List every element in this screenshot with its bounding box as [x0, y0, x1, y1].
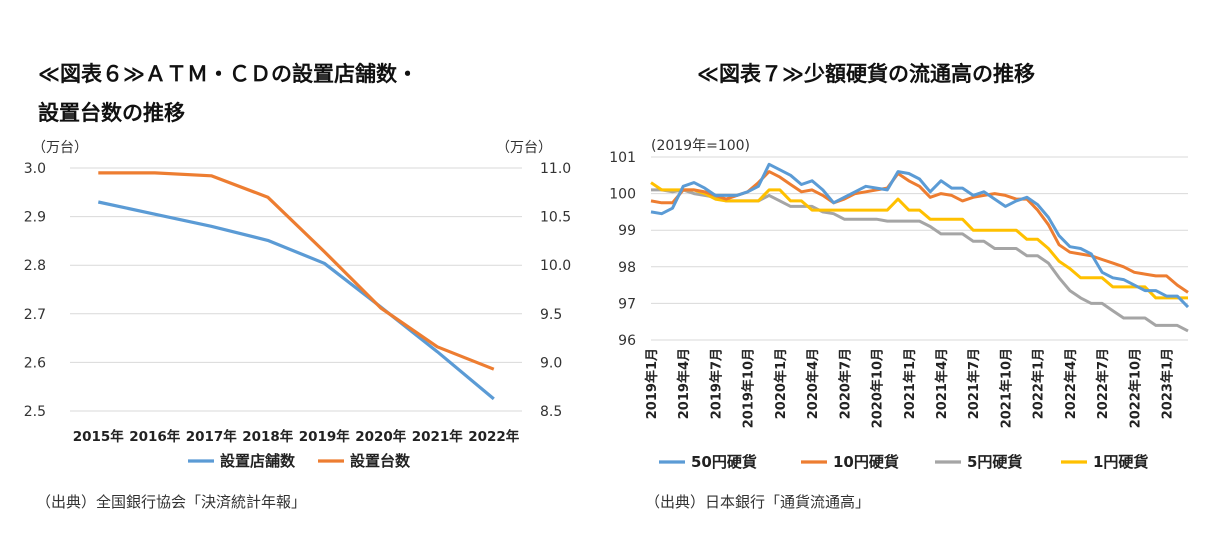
chart6-x-tick-label: 2019年 — [299, 428, 351, 445]
chart7-x-tick-label: 2019年1月 — [644, 348, 660, 419]
chart6-x-tick-label: 2022年 — [468, 428, 520, 445]
chart7-x-tick-label: 2022年7月 — [1095, 348, 1111, 419]
chart7-x-tick-label: 2020年4月 — [805, 348, 821, 419]
chart7-title: ≪図表７≫少額硬貨の流通高の推移 — [697, 62, 1035, 86]
chart6-x-tick-label: 2021年 — [412, 428, 464, 445]
chart6-right-tick-label: 10.5 — [540, 210, 571, 226]
chart6-legend-label: 設置台数 — [350, 452, 411, 470]
chart6-source: （出典）全国銀行協会「決済統計年報」 — [36, 493, 307, 511]
chart7-legend: 50円硬貨 10円硬貨 5円硬貨 1円硬貨 — [659, 453, 1148, 471]
chart6-legend: 設置店舗数 設置台数 — [188, 452, 411, 470]
chart6-x-tick-label: 2017年 — [186, 428, 238, 445]
chart7-y-tick-label: 96 — [618, 333, 636, 349]
chart6-left-unit: （万台） — [32, 140, 88, 156]
chart6-x-tick-label: 2015年 — [73, 428, 125, 445]
chart7-x-tick-label: 2019年7月 — [708, 348, 724, 419]
chart6-title-line2: 設置台数の推移 — [38, 101, 185, 125]
chart6-right-unit: （万台） — [496, 140, 552, 156]
chart6-right-tick-label: 9.5 — [540, 307, 562, 323]
chart6-x-tick-label: 2016年 — [129, 428, 181, 445]
chart7-unit-label: (2019年=100) — [651, 138, 750, 154]
chart6-right-tick-label: 11.0 — [540, 161, 571, 177]
chart7-legend-label: 10円硬貨 — [833, 453, 899, 471]
chart7-source: （出典）日本銀行「通貨流通高」 — [645, 493, 871, 511]
chart7-series-4 — [650, 181, 1188, 300]
chart6-left-tick-label: 2.8 — [24, 258, 46, 274]
chart7-legend-label: 5円硬貨 — [967, 453, 1022, 471]
chart7-x-tick-label: 2021年1月 — [902, 348, 918, 419]
chart7-legend-label: 50円硬貨 — [691, 453, 757, 471]
chart6-series — [97, 171, 495, 401]
chart7-x-tick-label: 2021年7月 — [966, 348, 982, 419]
chart7-x-tick-label: 2022年4月 — [1063, 348, 1079, 419]
chart7-x-tick-label: 2023年1月 — [1160, 348, 1176, 419]
chart6-left-tick-label: 3.0 — [24, 161, 46, 177]
chart6-right-tick-label: 10.0 — [540, 258, 571, 274]
chart6-left-tick-label: 2.6 — [24, 355, 46, 371]
chart7-x-tick-label: 2020年7月 — [837, 348, 853, 419]
chart7-y-tick-label: 101 — [609, 150, 636, 166]
chart7-gridlines — [651, 156, 1188, 341]
chart7-legend-label: 1円硬貨 — [1093, 453, 1148, 471]
chart7-x-tick-label: 2020年10月 — [870, 348, 886, 428]
chart7-x-tick-label: 2019年4月 — [676, 348, 692, 419]
chart7-x-tick-label: 2022年1月 — [1031, 348, 1047, 419]
chart6-title-line1: ≪図表６≫ＡＴＭ・ＣＤの設置店舗数・ — [38, 62, 418, 86]
chart7-y-tick-label: 98 — [618, 260, 636, 276]
chart7-y-tick-label: 97 — [618, 296, 636, 312]
chart7-x-tick-label: 2021年4月 — [934, 348, 950, 419]
chart6-x-tick-label: 2020年 — [355, 428, 407, 445]
chart7-x-tick-label: 2020年1月 — [773, 348, 789, 419]
chart6-left-tick-label: 2.7 — [24, 307, 46, 323]
chart7-series-1 — [650, 162, 1190, 309]
chart6-axes: 3.0 2.9 2.8 2.7 2.6 2.5 11.0 10.5 10.0 9.5 9.0 8.5 （… — [24, 140, 571, 445]
chart6-series-1 — [97, 200, 495, 401]
chart7-y-tick-label: 99 — [618, 223, 636, 239]
chart6-legend-label: 設置店舗数 — [220, 452, 296, 470]
chart6-left-tick-label: 2.9 — [24, 210, 46, 226]
chart7-series — [650, 162, 1190, 333]
chart7-x-tick-label: 2022年10月 — [1127, 348, 1143, 428]
chart7-x-tick-label: 2019年10月 — [741, 348, 757, 428]
chart6-right-tick-label: 9.0 — [540, 355, 562, 371]
chart7-x-tick-label: 2021年10月 — [998, 348, 1014, 428]
chart6-series-2 — [98, 171, 495, 371]
chart6-gridlines — [70, 167, 522, 412]
chart6-left-tick-label: 2.5 — [24, 404, 46, 420]
chart7-y-tick-label: 100 — [609, 187, 636, 203]
chart7-axes: 101 100 99 98 97 96 (2019年=100) 2019年1月 2019年4月 2… — [609, 138, 1175, 428]
chart6-x-tick-label: 2018年 — [242, 428, 294, 445]
chart6-right-tick-label: 8.5 — [540, 404, 562, 420]
